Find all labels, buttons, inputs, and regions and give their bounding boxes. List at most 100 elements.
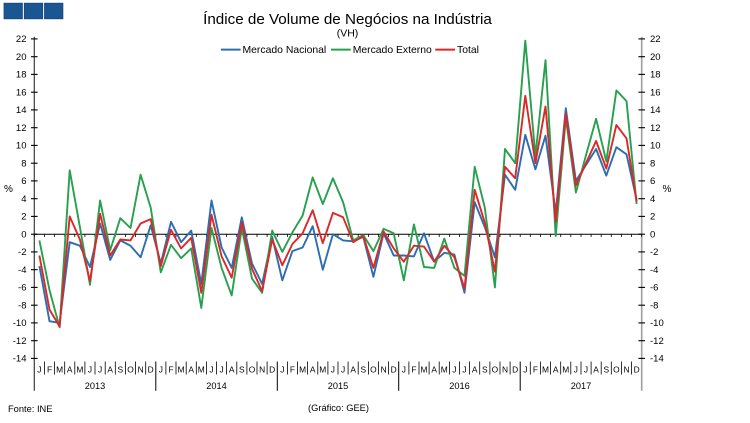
svg-text:18: 18: [16, 70, 27, 81]
svg-text:6: 6: [21, 176, 26, 187]
svg-text:M: M: [542, 365, 549, 375]
svg-text:A: A: [350, 365, 356, 375]
svg-text:J: J: [341, 365, 345, 375]
svg-text:J: J: [584, 365, 588, 375]
svg-text:M: M: [76, 365, 83, 375]
svg-text:O: O: [492, 365, 499, 375]
svg-text:J: J: [209, 365, 213, 375]
svg-text:2014: 2014: [206, 381, 226, 391]
svg-text:N: N: [138, 365, 144, 375]
svg-text:6: 6: [650, 176, 655, 187]
svg-text:S: S: [604, 365, 610, 375]
svg-text:S: S: [361, 365, 367, 375]
svg-text:2: 2: [21, 212, 26, 223]
svg-text:Total: Total: [457, 45, 479, 56]
svg-text:D: D: [269, 365, 275, 375]
svg-text:J: J: [220, 365, 224, 375]
svg-text:2015: 2015: [328, 381, 348, 391]
svg-text:22: 22: [16, 34, 27, 45]
svg-text:A: A: [107, 365, 113, 375]
svg-text:O: O: [249, 365, 256, 375]
svg-text:14: 14: [16, 105, 27, 116]
svg-text:2017: 2017: [571, 381, 591, 391]
svg-text:Mercado Externo: Mercado Externo: [353, 45, 432, 56]
svg-text:S: S: [239, 365, 245, 375]
svg-text:-4: -4: [18, 265, 26, 276]
svg-text:12: 12: [650, 123, 661, 134]
svg-text:N: N: [502, 365, 508, 375]
svg-text:N: N: [623, 365, 629, 375]
svg-text:-8: -8: [650, 300, 658, 311]
svg-text:22: 22: [650, 34, 661, 45]
svg-text:16: 16: [16, 87, 27, 98]
svg-text:-2: -2: [18, 247, 26, 258]
svg-text:-14: -14: [650, 354, 664, 365]
svg-text:J: J: [523, 365, 527, 375]
svg-text:A: A: [229, 365, 235, 375]
svg-text:F: F: [411, 365, 416, 375]
svg-text:%: %: [663, 184, 672, 195]
svg-text:A: A: [188, 365, 194, 375]
svg-text:A: A: [593, 365, 599, 375]
svg-text:M: M: [198, 365, 205, 375]
svg-text:(Gráfico: GEE): (Gráfico: GEE): [308, 403, 369, 413]
svg-text:10: 10: [16, 141, 27, 152]
svg-text:J: J: [452, 365, 456, 375]
svg-text:J: J: [280, 365, 284, 375]
svg-text:A: A: [553, 365, 559, 375]
svg-text:S: S: [482, 365, 488, 375]
svg-text:2013: 2013: [85, 381, 105, 391]
svg-text:8: 8: [650, 158, 655, 169]
svg-text:J: J: [88, 365, 92, 375]
svg-text:F: F: [290, 365, 295, 375]
svg-text:O: O: [613, 365, 620, 375]
svg-text:4: 4: [650, 194, 655, 205]
svg-text:J: J: [37, 365, 41, 375]
svg-text:-8: -8: [18, 300, 26, 311]
svg-text:N: N: [381, 365, 387, 375]
svg-text:-14: -14: [13, 354, 27, 365]
svg-text:20: 20: [650, 52, 661, 63]
svg-text:-2: -2: [650, 247, 658, 258]
svg-text:8: 8: [21, 158, 26, 169]
svg-text:J: J: [331, 365, 335, 375]
svg-text:Mercado Nacional: Mercado Nacional: [243, 45, 327, 56]
svg-text:Índice de Volume de Negócios n: Índice de Volume de Negócios na Indústri…: [203, 11, 492, 28]
svg-text:J: J: [462, 365, 466, 375]
svg-text:20: 20: [16, 52, 27, 63]
svg-text:-10: -10: [13, 318, 27, 329]
svg-text:M: M: [441, 365, 448, 375]
svg-text:M: M: [299, 365, 306, 375]
svg-text:4: 4: [21, 194, 26, 205]
svg-text:-4: -4: [650, 265, 658, 276]
svg-text:(VH): (VH): [337, 28, 359, 40]
svg-text:M: M: [56, 365, 63, 375]
svg-text:M: M: [421, 365, 428, 375]
svg-text:A: A: [310, 365, 316, 375]
svg-text:0: 0: [21, 229, 26, 240]
svg-text:-6: -6: [650, 283, 658, 294]
svg-text:-12: -12: [13, 336, 27, 347]
svg-text:S: S: [118, 365, 124, 375]
svg-text:A: A: [67, 365, 73, 375]
svg-text:J: J: [159, 365, 163, 375]
svg-text:A: A: [431, 365, 437, 375]
svg-text:F: F: [533, 365, 538, 375]
svg-text:0: 0: [650, 229, 655, 240]
svg-text:-10: -10: [650, 318, 664, 329]
svg-text:J: J: [402, 365, 406, 375]
svg-text:12: 12: [16, 123, 27, 134]
svg-text:A: A: [472, 365, 478, 375]
svg-text:2: 2: [650, 212, 655, 223]
svg-text:D: D: [512, 365, 518, 375]
svg-text:J: J: [98, 365, 102, 375]
svg-text:16: 16: [650, 87, 661, 98]
svg-text:-6: -6: [18, 283, 26, 294]
svg-text:14: 14: [650, 105, 661, 116]
svg-text:D: D: [634, 365, 640, 375]
svg-text:M: M: [178, 365, 185, 375]
svg-text:M: M: [319, 365, 326, 375]
svg-text:F: F: [47, 365, 52, 375]
svg-text:O: O: [370, 365, 377, 375]
svg-text:10: 10: [650, 141, 661, 152]
